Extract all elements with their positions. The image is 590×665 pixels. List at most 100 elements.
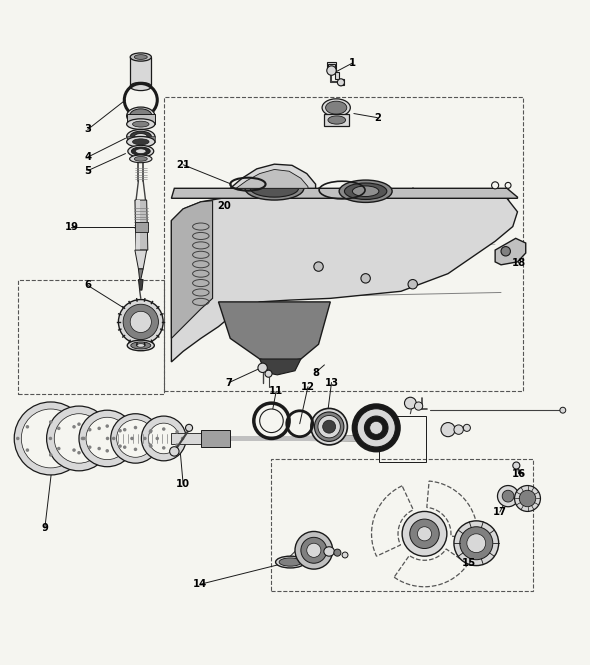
Text: 21: 21 xyxy=(176,160,190,170)
Ellipse shape xyxy=(127,119,155,130)
Circle shape xyxy=(72,425,76,428)
Ellipse shape xyxy=(314,412,344,442)
Ellipse shape xyxy=(127,136,155,147)
Circle shape xyxy=(54,414,104,463)
Circle shape xyxy=(142,416,186,461)
Circle shape xyxy=(185,424,192,432)
Circle shape xyxy=(106,424,109,428)
Circle shape xyxy=(149,444,153,448)
Circle shape xyxy=(513,462,520,469)
Ellipse shape xyxy=(130,131,152,142)
Circle shape xyxy=(77,451,81,454)
Polygon shape xyxy=(495,238,526,265)
Circle shape xyxy=(57,426,61,430)
Circle shape xyxy=(106,449,109,453)
Text: 14: 14 xyxy=(192,579,206,589)
Circle shape xyxy=(21,409,80,468)
Bar xyxy=(271,459,533,591)
Ellipse shape xyxy=(352,186,379,197)
Text: 16: 16 xyxy=(512,469,526,479)
Bar xyxy=(327,63,336,70)
Circle shape xyxy=(463,424,470,432)
Circle shape xyxy=(491,182,499,189)
Ellipse shape xyxy=(276,556,305,568)
Ellipse shape xyxy=(322,99,350,116)
Circle shape xyxy=(265,370,272,377)
Text: 10: 10 xyxy=(176,479,190,489)
Circle shape xyxy=(123,428,126,432)
Circle shape xyxy=(119,299,163,344)
Circle shape xyxy=(112,437,116,440)
Text: 19: 19 xyxy=(64,221,78,231)
Text: 5: 5 xyxy=(84,166,91,176)
Circle shape xyxy=(301,537,327,563)
Circle shape xyxy=(86,417,129,460)
Circle shape xyxy=(170,447,179,456)
Bar xyxy=(132,304,150,309)
Ellipse shape xyxy=(128,146,154,157)
Circle shape xyxy=(175,444,179,447)
Circle shape xyxy=(88,428,91,432)
Circle shape xyxy=(454,521,499,566)
Ellipse shape xyxy=(279,558,301,566)
Ellipse shape xyxy=(135,134,148,140)
Circle shape xyxy=(505,182,511,188)
Circle shape xyxy=(134,448,137,451)
Polygon shape xyxy=(139,269,143,279)
Circle shape xyxy=(97,447,101,450)
Circle shape xyxy=(260,409,283,432)
Text: 18: 18 xyxy=(512,258,526,268)
Circle shape xyxy=(307,543,321,557)
Text: 9: 9 xyxy=(41,523,48,533)
Circle shape xyxy=(143,437,147,440)
Polygon shape xyxy=(51,436,378,441)
Text: 1: 1 xyxy=(349,58,356,68)
Ellipse shape xyxy=(136,149,146,154)
Circle shape xyxy=(123,305,159,340)
Circle shape xyxy=(79,410,136,467)
Ellipse shape xyxy=(311,408,348,445)
Circle shape xyxy=(134,426,137,430)
Circle shape xyxy=(514,485,540,511)
Text: 4: 4 xyxy=(84,152,91,162)
Circle shape xyxy=(162,446,166,450)
Circle shape xyxy=(410,519,439,549)
Ellipse shape xyxy=(326,101,347,114)
Bar xyxy=(127,114,155,124)
Text: 17: 17 xyxy=(493,507,507,517)
Polygon shape xyxy=(171,432,230,444)
Ellipse shape xyxy=(135,55,148,59)
Ellipse shape xyxy=(353,404,400,452)
Circle shape xyxy=(415,402,422,410)
Ellipse shape xyxy=(342,552,348,558)
Ellipse shape xyxy=(137,344,145,347)
Circle shape xyxy=(81,437,84,440)
Circle shape xyxy=(49,420,53,424)
Circle shape xyxy=(162,428,166,431)
Text: 2: 2 xyxy=(374,112,381,122)
Ellipse shape xyxy=(130,155,152,163)
Ellipse shape xyxy=(324,547,335,556)
Circle shape xyxy=(119,429,122,432)
Circle shape xyxy=(49,453,53,457)
Ellipse shape xyxy=(127,130,155,144)
Circle shape xyxy=(111,414,160,463)
Polygon shape xyxy=(135,250,147,269)
Text: 8: 8 xyxy=(312,368,319,378)
Circle shape xyxy=(405,397,417,409)
Text: 13: 13 xyxy=(324,378,339,388)
Circle shape xyxy=(258,363,267,372)
Circle shape xyxy=(502,490,514,502)
Circle shape xyxy=(123,446,126,449)
Bar xyxy=(135,222,148,233)
Circle shape xyxy=(460,527,493,560)
Circle shape xyxy=(361,273,371,283)
Bar xyxy=(127,136,155,142)
Circle shape xyxy=(16,437,19,440)
Circle shape xyxy=(47,406,112,471)
Circle shape xyxy=(295,531,333,569)
Circle shape xyxy=(454,425,463,434)
Circle shape xyxy=(408,279,418,289)
Ellipse shape xyxy=(127,107,155,125)
Circle shape xyxy=(130,437,134,440)
